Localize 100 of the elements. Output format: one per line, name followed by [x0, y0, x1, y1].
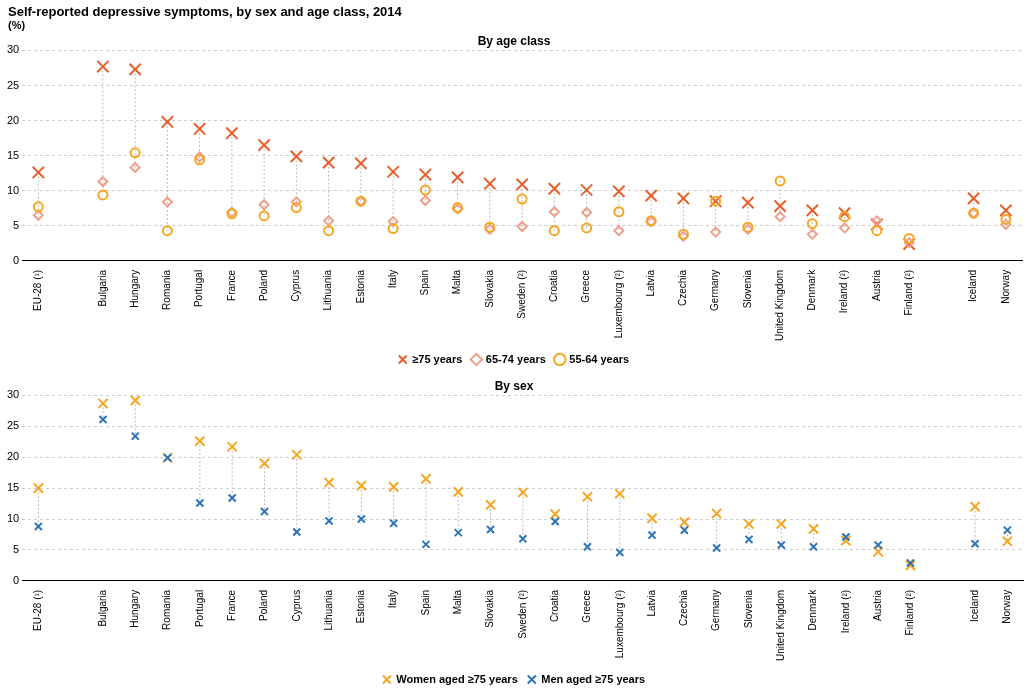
x-tick-label: France: [225, 269, 237, 301]
x-tick-label: Germany: [709, 269, 721, 311]
x-tick-label: Iceland: [967, 269, 979, 303]
point: [192, 122, 207, 136]
x-tick-label: Denmark: [807, 588, 819, 631]
x-tick-label: Malta: [451, 269, 463, 295]
point: [419, 195, 431, 207]
point: [290, 196, 302, 208]
point: [776, 540, 786, 550]
point: [581, 222, 593, 234]
y-tick-label: 30: [6, 43, 20, 56]
point: [873, 540, 883, 550]
point: [744, 534, 754, 544]
chart-subtitle: By age class: [477, 33, 551, 48]
x-tick-label: United Kingdom: [775, 589, 787, 661]
y-tick-label: 20: [6, 450, 20, 463]
point: [970, 539, 980, 549]
point: [450, 170, 465, 185]
point: [773, 199, 787, 213]
x-tick-label: Portugal: [193, 269, 205, 308]
point: [582, 542, 592, 552]
point: [129, 162, 141, 174]
y-tick-label: 15: [6, 481, 20, 494]
point: [258, 457, 271, 469]
x-tick-label: Sweden (²): [515, 269, 527, 319]
point: [195, 498, 205, 508]
point: [32, 209, 44, 221]
x-tick-label: France: [225, 589, 237, 621]
point: [259, 507, 270, 517]
point: [323, 476, 335, 489]
point: [547, 181, 562, 196]
legend-label: 65-74 years: [485, 352, 546, 365]
x-tick-label: Estonia: [355, 589, 367, 624]
point: [292, 527, 302, 537]
point: [226, 441, 238, 453]
point: [388, 481, 400, 493]
x-tick-label: Slovakia: [484, 589, 496, 628]
point: [774, 211, 786, 223]
point: [615, 547, 625, 557]
point: [644, 188, 658, 203]
legend-label: 55-64 years: [569, 352, 630, 365]
point: [33, 521, 43, 531]
point: [1001, 535, 1013, 547]
point: [613, 225, 625, 237]
point: [31, 165, 46, 180]
x-tick-label: Lithuania: [322, 269, 334, 311]
point: [676, 191, 691, 206]
point: [969, 501, 981, 513]
point: [581, 206, 593, 218]
x-tick-label: Hungary: [129, 589, 141, 628]
point: [517, 486, 529, 499]
point: [741, 195, 755, 210]
x-tick-label: Spain: [419, 589, 431, 616]
point: [743, 518, 755, 530]
point: [515, 177, 529, 192]
x-tick-label: Portugal: [193, 589, 205, 628]
x-tick-label: Italy: [386, 269, 398, 289]
point: [839, 211, 851, 223]
point: [97, 189, 109, 201]
x-tick-label: United Kingdom: [773, 269, 785, 341]
point: [356, 514, 366, 524]
point: [775, 518, 787, 530]
point: [840, 535, 852, 547]
x-tick-label: Finland (²): [902, 269, 914, 316]
point: [194, 435, 206, 447]
point: [387, 216, 399, 228]
point: [484, 499, 497, 511]
point: [161, 196, 173, 208]
y-tick-label: 10: [6, 183, 20, 196]
point: [549, 508, 561, 520]
point: [227, 493, 237, 503]
point: [354, 156, 368, 170]
point: [129, 395, 141, 406]
y-axis-title: (%): [8, 18, 26, 31]
point: [420, 473, 432, 485]
point: [1000, 213, 1012, 225]
x-tick-label: Cyprus: [290, 269, 302, 302]
point: [679, 525, 689, 535]
point: [646, 512, 658, 525]
x-tick-label: Italy: [387, 589, 399, 609]
point: [98, 414, 108, 425]
point: [386, 165, 400, 179]
x-tick-label: Estonia: [354, 269, 366, 304]
point: [419, 184, 431, 196]
point: [97, 397, 109, 410]
point: [129, 147, 141, 159]
point: [774, 175, 786, 187]
point: [612, 184, 626, 199]
x-tick-label: Slovakia: [483, 269, 495, 308]
y-tick-label: 30: [6, 388, 20, 401]
point: [97, 176, 109, 188]
x-tick-label: Greece: [580, 269, 592, 303]
x-tick-label: Malta: [452, 589, 464, 615]
x-tick-label: Latvia: [645, 589, 657, 617]
x-tick-label: Sweden (²): [516, 589, 528, 639]
point: [806, 228, 818, 240]
chart-title: Self-reported depressive symptoms, by sex and age class, 2014: [7, 3, 403, 20]
x-tick-label: Slovenia: [742, 589, 754, 629]
y-tick-label: 10: [6, 512, 20, 525]
y-tick-label: 0: [13, 253, 20, 266]
